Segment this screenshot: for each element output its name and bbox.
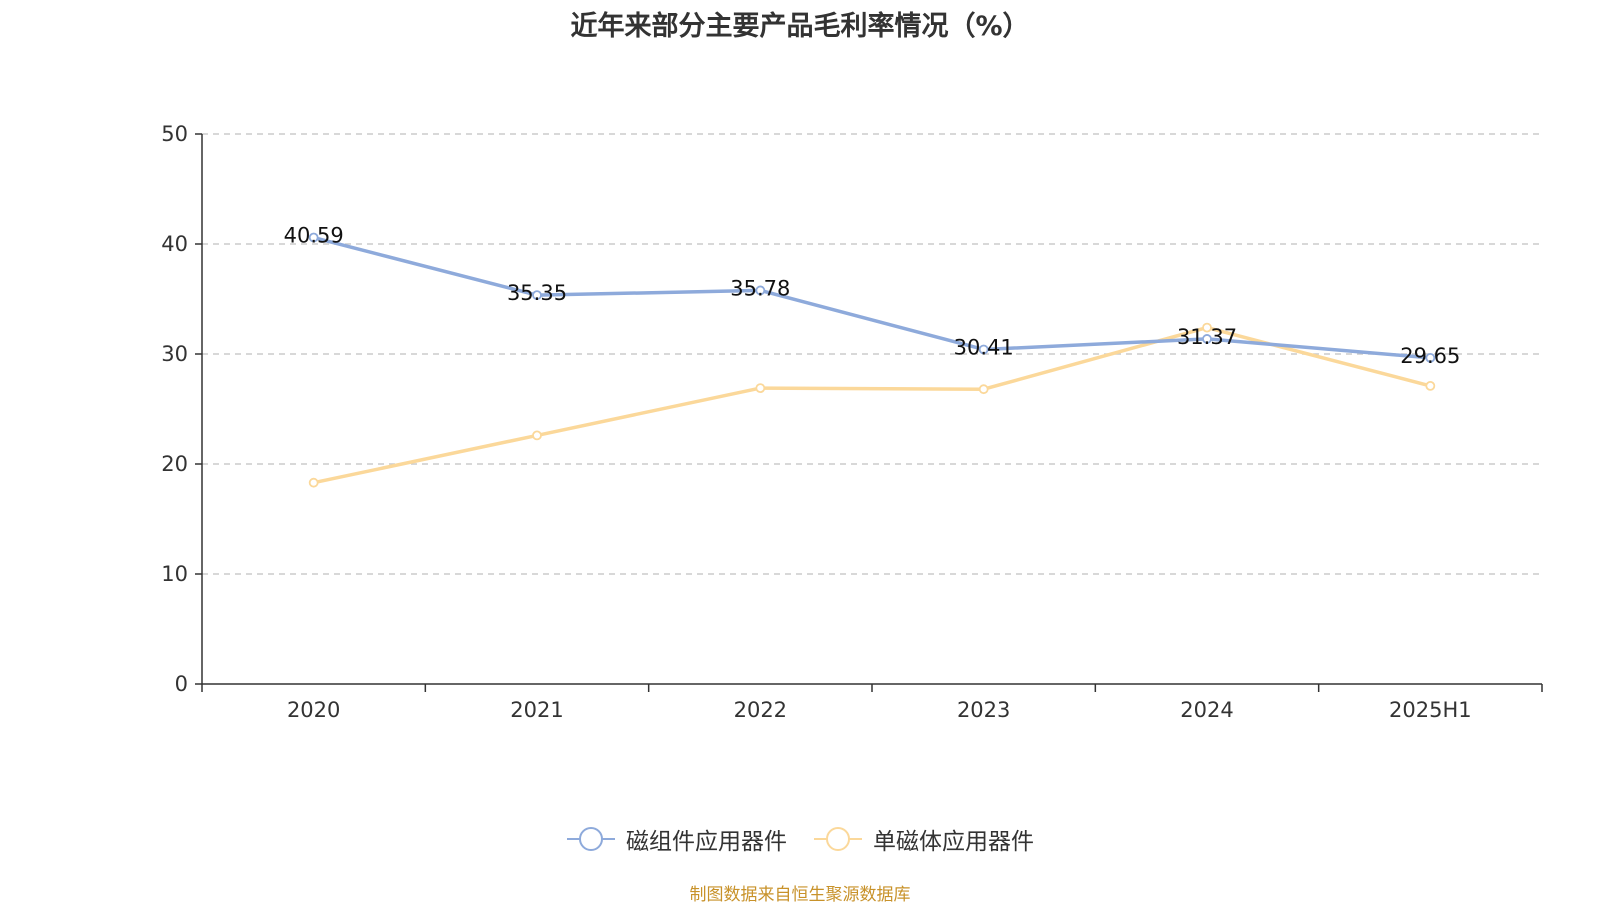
- data-point[interactable]: [308, 232, 319, 243]
- legend-item-series-1[interactable]: 单磁体应用器件: [813, 822, 1034, 856]
- legend-marker-icon: [567, 827, 615, 851]
- data-point[interactable]: [1202, 334, 1212, 344]
- data-point[interactable]: [755, 383, 766, 394]
- grid-lines: [202, 133, 1542, 575]
- x-tick-label: 2025H1: [1389, 698, 1472, 722]
- data-label: 40.59: [284, 224, 344, 248]
- data-labels: 40.59 35.35 35.78 30.41 31.37 29.65: [284, 224, 1461, 368]
- y-tick-label: 40: [161, 232, 188, 256]
- x-tick-label: 2022: [734, 698, 787, 722]
- data-point[interactable]: [1425, 380, 1436, 391]
- data-label: 30.41: [954, 335, 1014, 359]
- y-tick-label: 50: [161, 122, 188, 146]
- legend-marker-icon: [814, 827, 862, 851]
- data-point[interactable]: [755, 285, 766, 296]
- chart-title: 近年来部分主要产品毛利率情况（%）: [570, 11, 1030, 42]
- x-tick-label: 2023: [957, 698, 1010, 722]
- y-tick-label: 20: [161, 452, 188, 476]
- data-label: 29.65: [1400, 344, 1460, 368]
- data-point[interactable]: [1202, 322, 1212, 333]
- y-tick-label: 30: [161, 342, 188, 366]
- data-point[interactable]: [1425, 352, 1436, 363]
- data-point[interactable]: [308, 477, 319, 488]
- data-point[interactable]: [532, 430, 542, 441]
- series-line-1: [313, 325, 1431, 485]
- x-tick-label: 2020: [287, 698, 340, 722]
- axes: 0 10 20 30 40 50 2020 2021 2022 2023 2024 2025H1: [161, 122, 1543, 722]
- x-tick-label: 2024: [1180, 698, 1233, 722]
- legend: 磁组件应用器件 单磁体应用器件: [0, 822, 1600, 856]
- data-label: 31.37: [1177, 325, 1237, 349]
- y-tick-label: 0: [175, 672, 188, 696]
- legend-label: 单磁体应用器件: [873, 829, 1034, 855]
- data-point[interactable]: [978, 344, 989, 355]
- source-note: 制图数据来自恒生聚源数据库: [689, 885, 911, 905]
- x-tick-label: 2021: [510, 698, 563, 722]
- data-label: 35.78: [730, 276, 790, 300]
- data-label: 35.35: [507, 281, 567, 305]
- legend-item-series-0[interactable]: 磁组件应用器件: [566, 822, 787, 856]
- y-tick-label: 10: [161, 562, 188, 586]
- data-point[interactable]: [978, 384, 989, 395]
- series-line-0: [313, 235, 1431, 360]
- data-point[interactable]: [532, 290, 542, 301]
- legend-label: 磁组件应用器件: [626, 829, 787, 855]
- series: [308, 232, 1436, 488]
